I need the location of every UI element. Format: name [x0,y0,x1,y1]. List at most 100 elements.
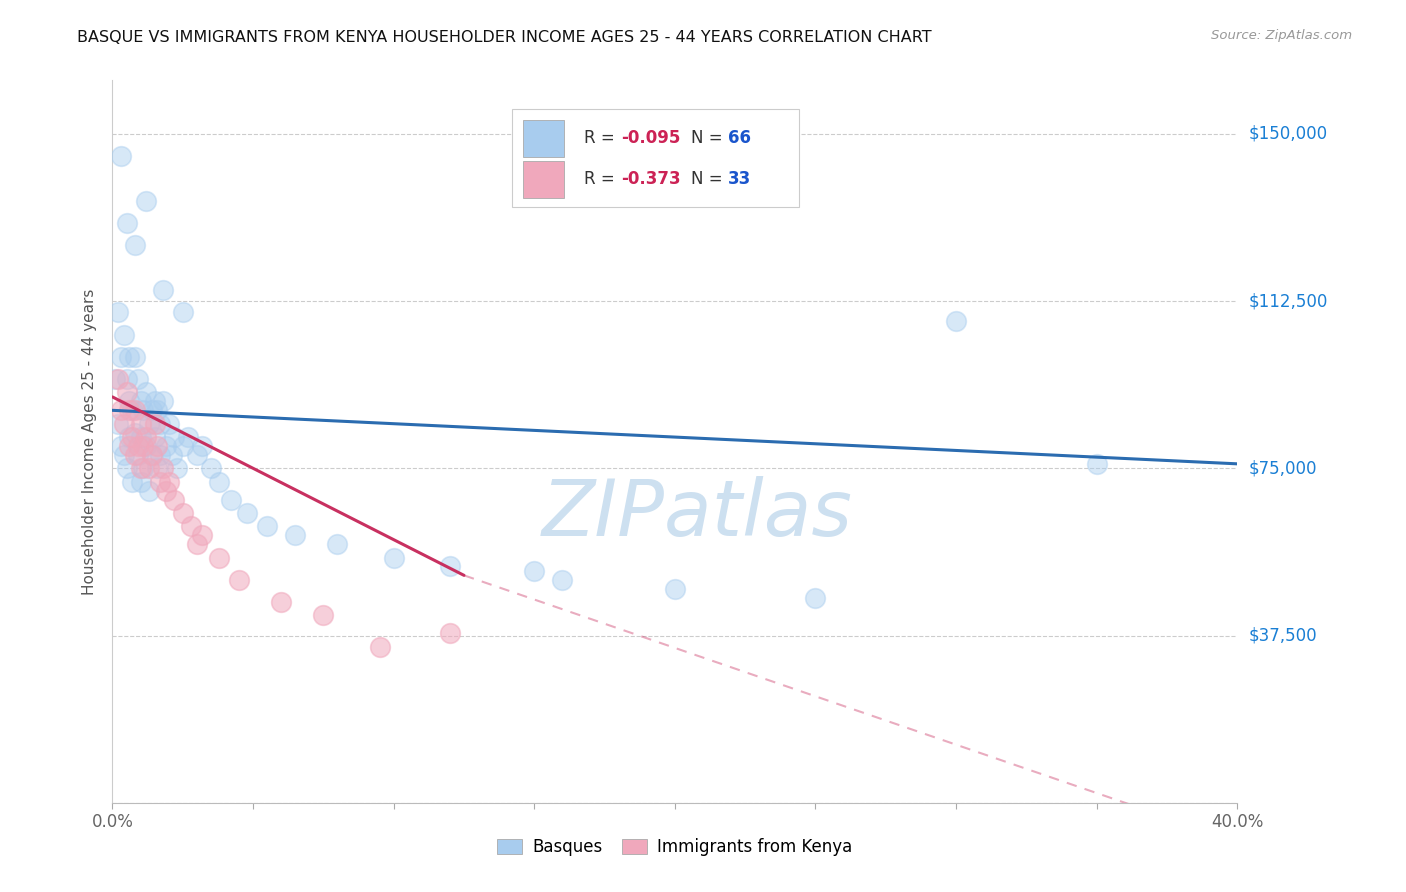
Point [115,372,138,386]
Text: R =: R = [583,170,620,188]
Point [115,216,138,230]
Point [129,475,152,489]
Text: $37,500: $37,500 [1249,626,1317,645]
Point [152,283,174,297]
Text: $75,000: $75,000 [1249,459,1317,477]
Text: R =: R = [583,129,620,147]
Point [135,385,157,400]
Point [664,582,686,596]
Point [146,403,169,417]
Point [115,385,138,400]
Point [172,305,194,319]
Point [228,573,250,587]
FancyBboxPatch shape [523,161,564,198]
Point [129,417,152,431]
Point [208,550,231,565]
Point [129,394,152,409]
Point [118,403,141,417]
Point [121,403,143,417]
Point [551,573,574,587]
Point [146,439,169,453]
Point [160,448,183,462]
Point [284,528,307,542]
Point [118,350,141,364]
Point [208,475,231,489]
FancyBboxPatch shape [512,109,799,207]
Point [124,238,146,252]
Point [127,439,149,453]
Point [110,439,132,453]
Point [256,519,278,533]
Y-axis label: Householder Income Ages 25 - 44 years: Householder Income Ages 25 - 44 years [82,288,97,595]
Point [155,483,177,498]
Point [143,417,166,431]
Point [312,608,335,623]
Legend: Basques, Immigrants from Kenya: Basques, Immigrants from Kenya [491,831,859,863]
Point [149,475,172,489]
Point [166,461,188,475]
Point [132,461,155,475]
Text: $150,000: $150,000 [1249,125,1327,143]
Point [186,537,208,551]
Point [219,492,242,507]
Point [804,591,827,605]
Point [172,506,194,520]
Point [157,417,180,431]
Point [143,430,166,444]
Text: 33: 33 [728,170,751,188]
Point [124,350,146,364]
Point [141,448,163,462]
Point [163,430,186,444]
Point [129,461,152,475]
Point [191,528,214,542]
FancyBboxPatch shape [523,120,564,157]
Point [945,314,967,328]
Point [326,537,349,551]
Point [200,461,222,475]
Point [135,439,157,453]
Point [129,430,152,444]
Point [155,439,177,453]
Point [141,448,163,462]
Point [110,350,132,364]
Point [107,305,129,319]
Point [172,439,194,453]
Point [180,519,202,533]
Point [121,430,143,444]
Point [110,403,132,417]
Point [236,506,259,520]
Point [110,149,132,163]
Point [141,403,163,417]
Point [368,640,391,654]
Point [523,564,546,578]
Point [177,430,200,444]
Point [163,492,186,507]
Point [439,626,461,640]
Text: ZIPatlas: ZIPatlas [541,475,853,552]
Point [115,461,138,475]
Point [107,372,129,386]
Point [132,439,155,453]
Point [124,403,146,417]
Point [146,461,169,475]
Point [152,461,174,475]
Point [149,417,172,431]
Point [157,475,180,489]
Text: N =: N = [690,170,727,188]
Point [382,550,405,565]
Point [107,417,129,431]
Text: 66: 66 [728,129,751,147]
Point [124,425,146,440]
Point [135,194,157,208]
Point [118,439,141,453]
Point [121,475,143,489]
Point [118,394,141,409]
Text: $112,500: $112,500 [1249,292,1327,310]
Text: -0.373: -0.373 [621,170,681,188]
Point [439,559,461,574]
Point [135,430,157,444]
Point [270,595,292,609]
Point [132,403,155,417]
Point [191,439,214,453]
Point [124,448,146,462]
